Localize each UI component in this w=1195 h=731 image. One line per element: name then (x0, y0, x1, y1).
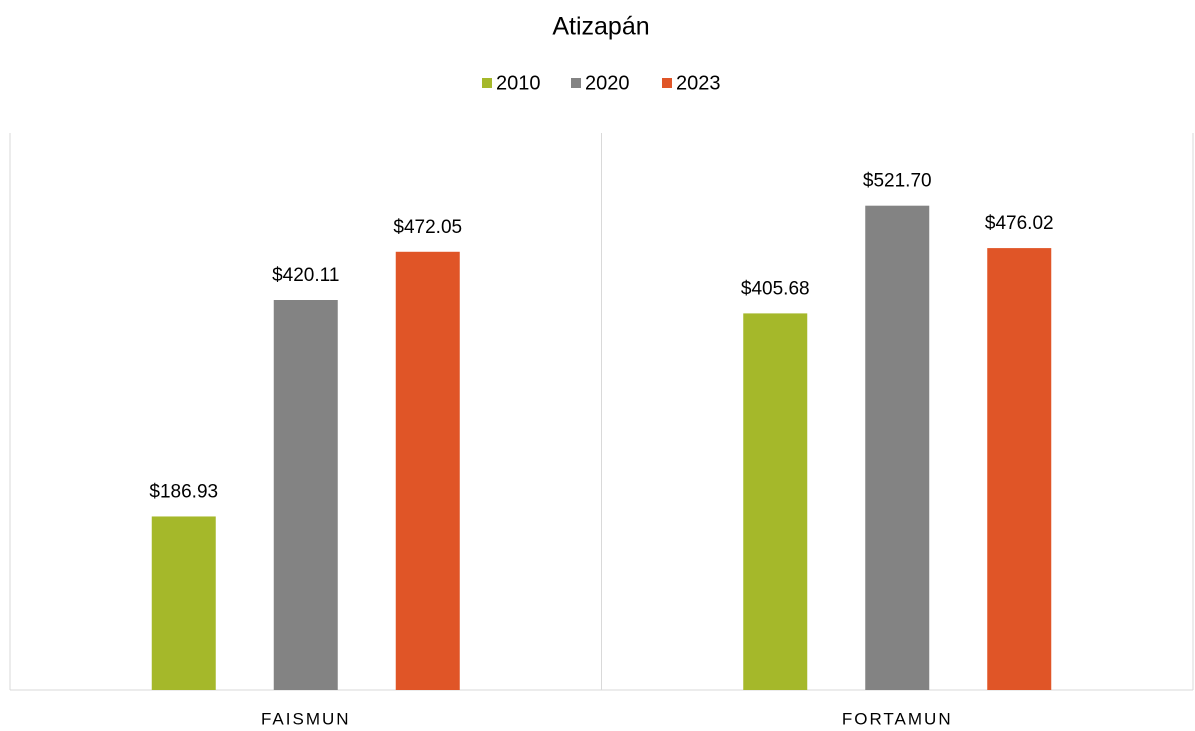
data-label: $186.93 (149, 481, 218, 502)
legend-label: 2023 (676, 72, 721, 94)
chart-title: Atizapán (552, 13, 649, 41)
data-label: $472.05 (393, 217, 462, 238)
data-label: $476.02 (985, 213, 1054, 234)
x-tick-label: FAISMUN (261, 709, 351, 728)
x-tick-label: FORTAMUN (842, 709, 953, 728)
data-label: $405.68 (741, 278, 810, 299)
bar (395, 251, 460, 690)
data-label: $420.11 (272, 265, 339, 286)
legend-swatch (571, 78, 581, 88)
legend-label: 2020 (585, 72, 630, 94)
bar (865, 205, 930, 690)
bar (273, 299, 338, 690)
bar (987, 248, 1052, 690)
bar (743, 313, 808, 690)
legend-label: 2010 (496, 72, 541, 94)
legend-swatch (482, 78, 492, 88)
legend-swatch (662, 78, 672, 88)
bar (151, 516, 216, 690)
data-label: $521.70 (863, 171, 932, 192)
